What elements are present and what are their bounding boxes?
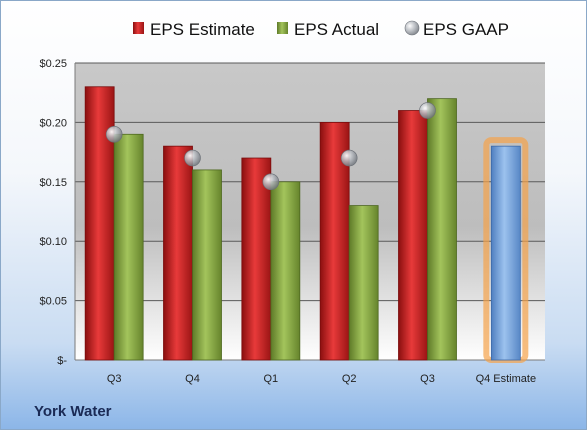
marker-eps-gaap xyxy=(419,102,436,119)
marker-eps-gaap xyxy=(262,173,280,191)
x-tick-label: Q1 xyxy=(263,373,278,385)
company-name: York Water xyxy=(34,403,112,420)
bar-eps-actual xyxy=(348,205,379,361)
bar-q4-estimate xyxy=(490,145,521,361)
bar-eps-estimate xyxy=(163,145,193,361)
legend-swatch xyxy=(404,20,420,36)
x-tick-label: Q2 xyxy=(342,373,357,385)
bar-eps-actual xyxy=(192,169,222,361)
legend-label: EPS Estimate xyxy=(150,20,255,39)
legend-label: EPS GAAP xyxy=(423,20,509,39)
x-tick-label: Q4 Estimate xyxy=(476,373,537,385)
bar-eps-actual xyxy=(270,181,301,361)
y-tick-label: $- xyxy=(57,355,67,367)
legend-swatch xyxy=(277,22,288,34)
bar-eps-estimate xyxy=(241,157,272,361)
bar-eps-actual xyxy=(113,133,144,361)
x-tick-label: Q3 xyxy=(107,373,122,385)
plot-area xyxy=(75,63,545,360)
y-tick-label: $0.15 xyxy=(39,177,67,189)
legend-swatch xyxy=(133,22,144,34)
x-tick-label: Q4 xyxy=(185,373,200,385)
marker-eps-gaap xyxy=(105,125,123,143)
y-tick-label: $0.05 xyxy=(39,296,67,308)
marker-eps-gaap xyxy=(184,149,201,167)
y-tick-label: $0.20 xyxy=(39,117,67,129)
legend-label: EPS Actual xyxy=(294,20,379,39)
bar-eps-estimate xyxy=(398,110,428,361)
bar-eps-actual xyxy=(427,98,457,361)
y-tick-label: $0.25 xyxy=(39,58,67,70)
marker-eps-gaap xyxy=(340,149,358,167)
x-tick-label: Q3 xyxy=(420,373,435,385)
y-tick-label: $0.10 xyxy=(39,236,67,248)
